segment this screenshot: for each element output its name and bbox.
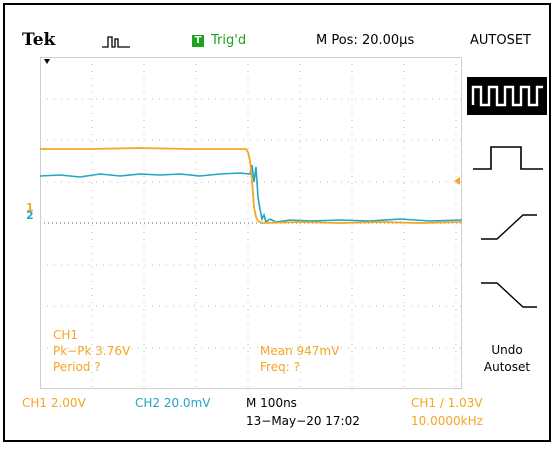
multi-cycle-square-wave-icon — [471, 85, 543, 107]
measure-mean: Mean 947mV — [260, 344, 340, 358]
trigger-status: Trig'd — [211, 33, 247, 48]
trigger-level-marker — [454, 177, 460, 185]
timebase: M 100ns — [246, 396, 297, 410]
pulse-acquisition-icon — [102, 36, 130, 48]
trigger-indicator-icon: T — [192, 35, 204, 47]
ch2-ground-marker: 2 — [26, 209, 34, 222]
undo-autoset-button[interactable]: Undo Autoset — [467, 337, 547, 381]
falling-edge-icon — [481, 282, 537, 308]
ch2-waveform — [40, 164, 462, 224]
ch1-ground-marker: 1 — [26, 201, 34, 214]
measure-channel-label: CH1 — [53, 328, 79, 342]
ch1-vertical-scale: CH1 2.00V — [22, 396, 86, 410]
date-time: 13−May−20 17:02 — [246, 414, 360, 428]
autoset-label: Autoset — [483, 360, 531, 374]
autoset-single-pulse-button[interactable] — [467, 139, 547, 179]
time-origin-marker — [44, 59, 50, 64]
measure-pkpk: Pk−Pk 3.76V — [53, 344, 131, 358]
measure-freq: Freq: ? — [260, 360, 300, 374]
waveform-display — [40, 57, 462, 389]
measure-period: Period ? — [53, 360, 101, 374]
ch2-vertical-scale: CH2 20.0mV — [135, 396, 211, 410]
trigger-setting: CH1 ∕ 1.03V — [411, 396, 483, 410]
rising-edge-icon — [481, 214, 537, 240]
trigger-frequency: 10.0000kHz — [411, 414, 483, 428]
brand-label: Tek — [22, 30, 56, 50]
ch1-waveform — [40, 147, 462, 224]
graticule — [40, 57, 462, 389]
screen-border — [40, 57, 462, 389]
menu-title: AUTOSET — [470, 33, 531, 48]
autoset-multi-cycle-button[interactable] — [467, 77, 547, 115]
horizontal-position: M Pos: 20.00µs — [316, 33, 415, 48]
autoset-falling-edge-button[interactable] — [467, 277, 547, 313]
undo-label: Undo — [491, 343, 523, 357]
single-pulse-icon — [473, 146, 543, 170]
autoset-menu: Undo Autoset — [467, 57, 547, 393]
autoset-rising-edge-button[interactable] — [467, 209, 547, 245]
